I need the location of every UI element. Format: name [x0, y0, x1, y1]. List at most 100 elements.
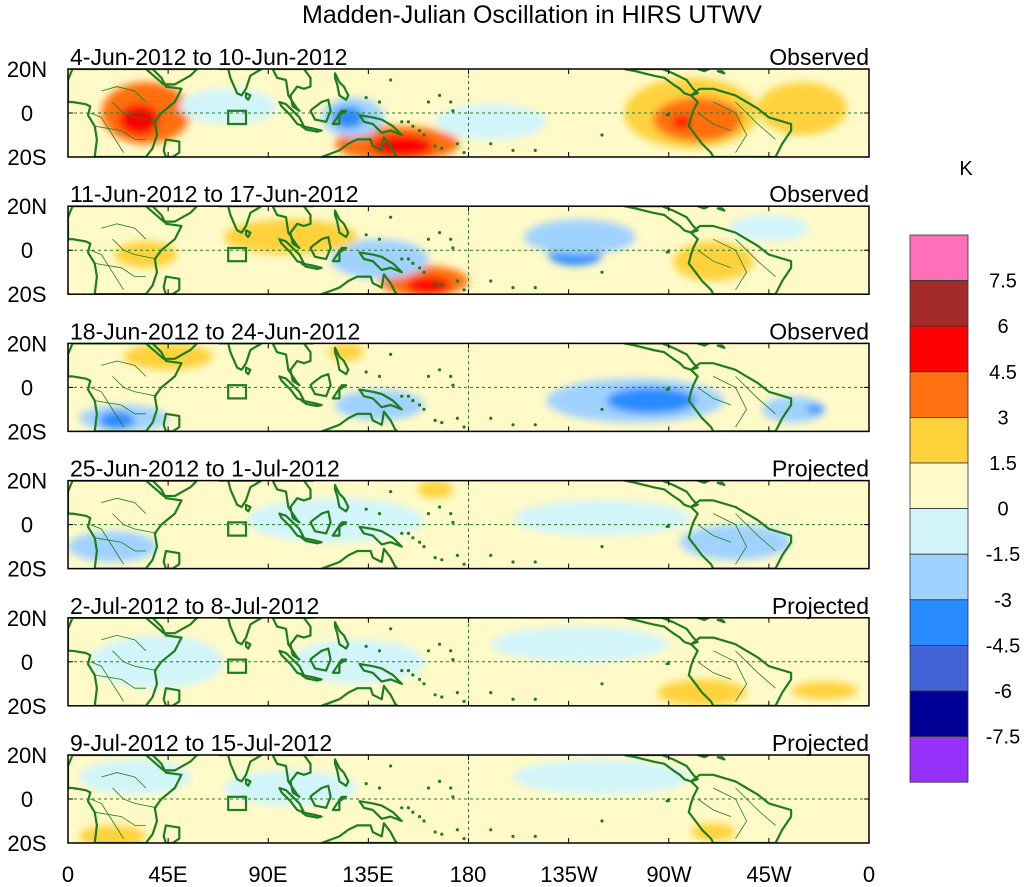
coastline	[271, 755, 314, 798]
coastline	[320, 410, 399, 432]
colorbar-box	[909, 645, 969, 692]
coastline	[68, 480, 183, 569]
island	[377, 100, 382, 104]
longitude-axis: 0 45E 90E 135E 180 135W 90W 45W 0	[62, 862, 875, 887]
island	[449, 649, 453, 653]
colorbar-box	[909, 690, 969, 737]
country-border	[112, 101, 158, 123]
island	[440, 832, 444, 836]
coastline	[218, 480, 263, 509]
map-panel-4: 20N 0 20S 25-Jun-2012 to 1-Jul-2012 Projecte…	[7, 456, 870, 582]
coastline	[162, 275, 181, 295]
country-border	[101, 497, 147, 514]
index-region-box	[227, 384, 248, 400]
country-border	[112, 513, 158, 534]
coastline	[271, 343, 314, 387]
island	[449, 374, 453, 378]
coastline	[665, 249, 670, 254]
island	[511, 834, 515, 839]
coastline	[162, 824, 181, 843]
country-border	[90, 249, 124, 291]
anomaly-contour	[179, 88, 278, 124]
island	[449, 100, 453, 104]
coastline	[244, 229, 252, 239]
island	[422, 819, 426, 823]
anomaly-contour	[446, 533, 580, 560]
country-border	[713, 650, 748, 702]
panel-status: Projected	[772, 456, 869, 482]
island	[489, 691, 493, 695]
island	[422, 682, 426, 686]
coastline	[358, 114, 403, 137]
island	[406, 531, 411, 536]
country-border	[735, 376, 776, 415]
island	[426, 511, 431, 516]
island	[389, 627, 393, 631]
country-border	[101, 360, 147, 377]
island	[437, 779, 442, 784]
index-region-box	[227, 109, 248, 126]
country-border	[112, 376, 158, 397]
island	[433, 830, 437, 834]
coastline	[716, 344, 726, 349]
anomaly-contour	[606, 387, 696, 414]
coastline	[696, 69, 710, 73]
coastline	[300, 262, 323, 270]
island	[449, 786, 453, 790]
island	[426, 237, 431, 241]
anomaly-contour	[513, 500, 691, 536]
colorbar-label: -3	[994, 590, 1012, 612]
panel-date-range: 18-Jun-2012 to 24-Jun-2012	[70, 318, 360, 344]
coastline	[358, 662, 403, 685]
lat-label-0: 0	[21, 375, 33, 400]
country-border	[112, 238, 158, 260]
coastline	[623, 755, 699, 783]
lat-label-20s: 20S	[7, 282, 46, 307]
anomaly-contour	[653, 97, 743, 142]
lat-label-0: 0	[21, 101, 33, 126]
island	[389, 78, 393, 82]
colorbar-label: 4.5	[989, 362, 1017, 384]
island	[455, 691, 459, 695]
coastline	[358, 251, 403, 274]
anomaly-contour	[90, 635, 224, 689]
anomaly-contour	[79, 825, 146, 843]
island	[377, 649, 382, 653]
coastline	[68, 755, 183, 843]
coastlines	[68, 206, 793, 295]
panel-date-range: 25-Jun-2012 to 1-Jul-2012	[70, 456, 340, 482]
island	[411, 536, 415, 540]
coastline	[162, 687, 181, 706]
coastline	[320, 273, 399, 295]
coastline	[331, 109, 348, 126]
island	[437, 642, 442, 646]
coastline	[333, 758, 350, 787]
country-border	[735, 101, 776, 140]
anomaly-contour	[679, 524, 792, 560]
island	[440, 146, 444, 150]
country-border	[697, 112, 732, 131]
island	[455, 553, 459, 558]
coastline	[309, 98, 332, 123]
colorbar-label: -1.5	[986, 544, 1020, 566]
coastline	[333, 72, 350, 101]
colorbar-boxes	[909, 234, 969, 783]
coastline	[244, 366, 252, 376]
island	[533, 148, 537, 152]
island	[489, 416, 493, 420]
colorbar-box	[909, 736, 969, 783]
coastline	[623, 343, 699, 371]
island	[449, 511, 453, 516]
coastlines	[68, 617, 793, 706]
island	[511, 697, 515, 701]
lat-label-0: 0	[21, 787, 33, 812]
island	[400, 669, 404, 673]
coastline	[309, 373, 332, 398]
country-border	[713, 787, 748, 839]
country-border	[112, 650, 158, 671]
coastline	[244, 778, 252, 787]
anomaly-contour	[114, 241, 178, 268]
coastline	[331, 384, 348, 400]
island	[455, 279, 459, 283]
coastline	[320, 822, 399, 843]
